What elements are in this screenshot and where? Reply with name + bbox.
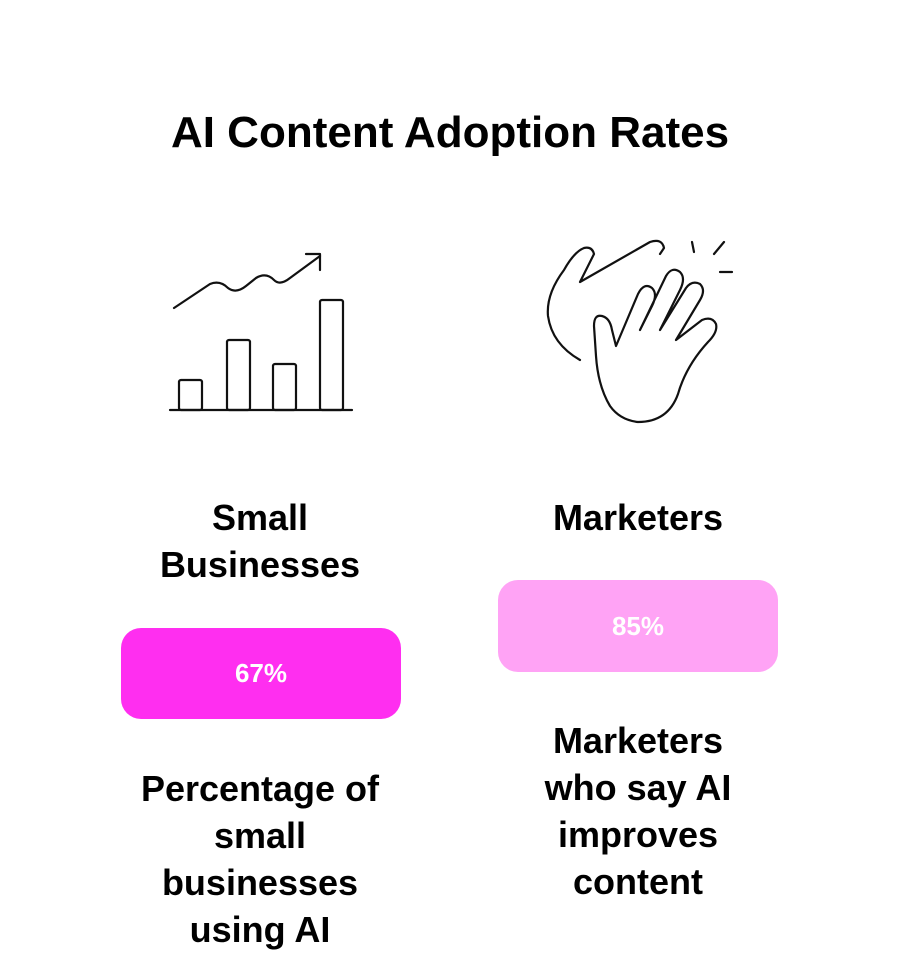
title: AI Content Adoption Rates	[170, 108, 730, 157]
icon-bar	[318, 298, 345, 412]
value-pill: 67%	[121, 628, 401, 719]
clap-icon	[546, 239, 734, 424]
card-description: Marketers who say AI improves content	[544, 720, 732, 902]
value-pill: 85%	[498, 580, 778, 672]
icon-bar	[271, 362, 298, 412]
card-description: Percentage of small businesses using AI	[140, 768, 380, 950]
spark	[690, 240, 696, 254]
card-label: Small Businesses	[159, 497, 361, 585]
chart-icon	[168, 252, 354, 412]
icon-bar	[225, 338, 252, 412]
back-hand	[546, 239, 666, 362]
card-label: Marketers	[552, 497, 724, 538]
trend-line	[172, 254, 322, 310]
icon-bar	[177, 378, 204, 412]
front-hand	[592, 268, 718, 424]
spark	[712, 240, 726, 256]
arrow-head	[304, 252, 322, 272]
